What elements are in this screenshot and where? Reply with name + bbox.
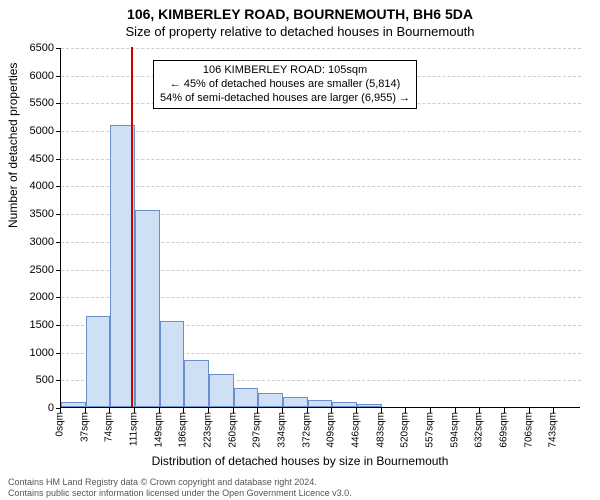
annotation-box: 106 KIMBERLEY ROAD: 105sqm← 45% of detac… bbox=[153, 60, 417, 109]
annotation-line: 54% of semi-detached houses are larger (… bbox=[160, 92, 410, 106]
histogram-bar bbox=[184, 360, 209, 407]
gridline bbox=[61, 186, 581, 187]
xtick-label: 186sqm bbox=[178, 412, 189, 448]
histogram-bar bbox=[86, 316, 111, 407]
xtick-label: 743sqm bbox=[548, 412, 559, 448]
xtick-label: 446sqm bbox=[351, 412, 362, 448]
histogram-bar bbox=[61, 402, 86, 407]
ytick-mark bbox=[56, 186, 61, 187]
xtick-label: 0sqm bbox=[55, 412, 66, 436]
ytick-label: 5500 bbox=[4, 97, 54, 109]
ytick-label: 3000 bbox=[4, 236, 54, 248]
histogram-bar bbox=[209, 374, 234, 407]
ytick-label: 500 bbox=[4, 374, 54, 386]
xtick-label: 483sqm bbox=[375, 412, 386, 448]
ytick-label: 1000 bbox=[4, 347, 54, 359]
xtick-label: 223sqm bbox=[203, 412, 214, 448]
y-axis-label: Number of detached properties bbox=[6, 63, 20, 228]
ytick-label: 4000 bbox=[4, 180, 54, 192]
annotation-line: ← 45% of detached houses are smaller (5,… bbox=[160, 78, 410, 92]
gridline bbox=[61, 131, 581, 132]
xtick-label: 557sqm bbox=[425, 412, 436, 448]
ytick-label: 6000 bbox=[4, 70, 54, 82]
histogram-bar bbox=[135, 210, 160, 407]
histogram-bar bbox=[308, 400, 333, 407]
chart-subtitle: Size of property relative to detached ho… bbox=[0, 24, 600, 39]
xtick-label: 669sqm bbox=[499, 412, 510, 448]
ytick-label: 0 bbox=[4, 402, 54, 414]
ytick-label: 5000 bbox=[4, 125, 54, 137]
property-size-histogram: 106, KIMBERLEY ROAD, BOURNEMOUTH, BH6 5D… bbox=[0, 0, 600, 500]
ytick-mark bbox=[56, 270, 61, 271]
ytick-mark bbox=[56, 353, 61, 354]
ytick-mark bbox=[56, 242, 61, 243]
ytick-label: 3500 bbox=[4, 208, 54, 220]
chart-title: 106, KIMBERLEY ROAD, BOURNEMOUTH, BH6 5D… bbox=[0, 6, 600, 22]
xtick-label: 297sqm bbox=[252, 412, 263, 448]
histogram-bar bbox=[160, 321, 185, 407]
ytick-mark bbox=[56, 214, 61, 215]
histogram-bar bbox=[234, 388, 259, 407]
ytick-mark bbox=[56, 103, 61, 104]
histogram-bar bbox=[258, 393, 283, 407]
xtick-label: 334sqm bbox=[277, 412, 288, 448]
xtick-label: 520sqm bbox=[400, 412, 411, 448]
xtick-label: 632sqm bbox=[474, 412, 485, 448]
histogram-bar bbox=[332, 402, 357, 407]
ytick-label: 2000 bbox=[4, 291, 54, 303]
plot-inner: 106 KIMBERLEY ROAD: 105sqm← 45% of detac… bbox=[60, 48, 580, 408]
ytick-mark bbox=[56, 76, 61, 77]
xtick-label: 74sqm bbox=[104, 412, 115, 442]
xtick-label: 111sqm bbox=[129, 412, 140, 446]
gridline bbox=[61, 48, 581, 49]
x-axis-label: Distribution of detached houses by size … bbox=[0, 454, 600, 468]
ytick-label: 4500 bbox=[4, 153, 54, 165]
histogram-bar bbox=[283, 397, 308, 407]
ytick-label: 1500 bbox=[4, 319, 54, 331]
ytick-mark bbox=[56, 131, 61, 132]
annotation-line: 106 KIMBERLEY ROAD: 105sqm bbox=[160, 64, 410, 78]
property-marker-line bbox=[131, 47, 133, 407]
plot-area: 106 KIMBERLEY ROAD: 105sqm← 45% of detac… bbox=[60, 48, 580, 408]
xtick-label: 37sqm bbox=[79, 412, 90, 442]
ytick-mark bbox=[56, 159, 61, 160]
xtick-label: 594sqm bbox=[449, 412, 460, 448]
chart-footer: Contains HM Land Registry data © Crown c… bbox=[8, 477, 352, 498]
xtick-label: 409sqm bbox=[326, 412, 337, 448]
footer-line-2: Contains public sector information licen… bbox=[8, 488, 352, 498]
ytick-mark bbox=[56, 325, 61, 326]
footer-line-1: Contains HM Land Registry data © Crown c… bbox=[8, 477, 352, 487]
ytick-mark bbox=[56, 380, 61, 381]
xtick-label: 372sqm bbox=[301, 412, 312, 448]
gridline bbox=[61, 159, 581, 160]
xtick-label: 149sqm bbox=[153, 412, 164, 448]
xtick-label: 706sqm bbox=[523, 412, 534, 448]
ytick-label: 2500 bbox=[4, 264, 54, 276]
xtick-label: 260sqm bbox=[227, 412, 238, 448]
histogram-bar bbox=[357, 404, 382, 407]
ytick-label: 6500 bbox=[4, 42, 54, 54]
ytick-mark bbox=[56, 48, 61, 49]
ytick-mark bbox=[56, 297, 61, 298]
